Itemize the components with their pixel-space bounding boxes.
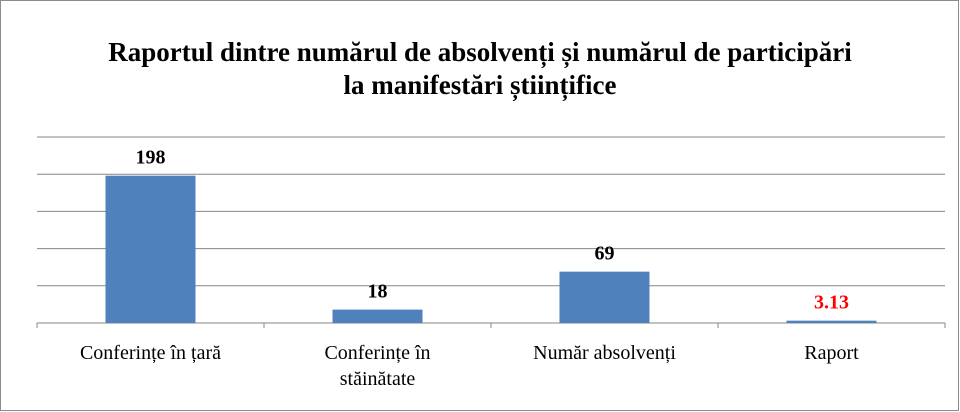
- chart-title: Raportul dintre numărul de absolvenți și…: [108, 37, 852, 100]
- data-label: 198: [136, 147, 166, 169]
- data-label: 18: [368, 281, 388, 303]
- data-label: 3.13: [814, 292, 849, 314]
- x-tick-label: Conferințe în țară: [79, 342, 222, 364]
- x-tick-label: Număr absolvenți: [533, 342, 676, 364]
- x-tick-label: Raport: [804, 342, 859, 364]
- bar: [105, 175, 196, 323]
- x-tick-label: Conferințe în stăinătate: [324, 342, 431, 390]
- bar: [786, 320, 877, 323]
- data-label: 69: [595, 243, 615, 265]
- bar: [332, 309, 423, 323]
- bar: [559, 271, 650, 323]
